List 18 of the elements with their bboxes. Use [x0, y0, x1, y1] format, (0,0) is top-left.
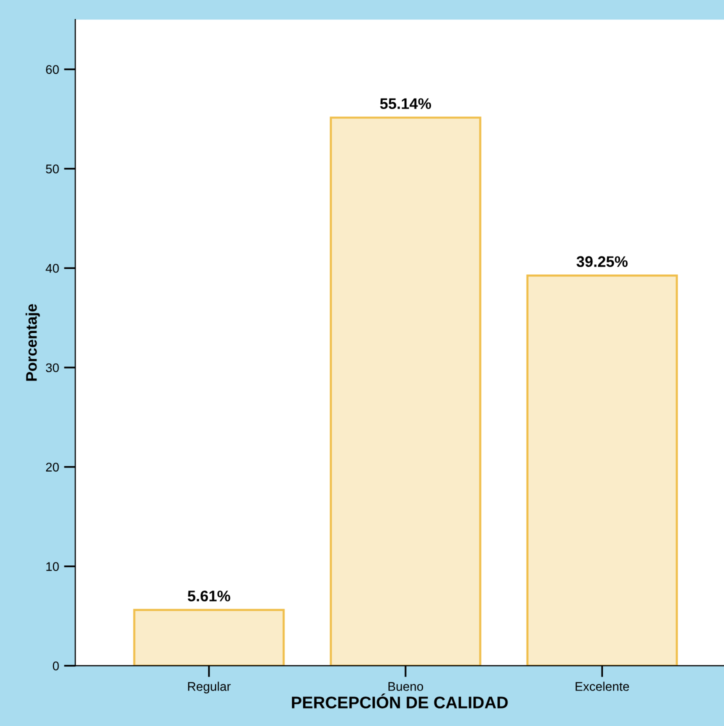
- x-tick-label: Bueno: [388, 682, 424, 691]
- y-tick-label: 60: [46, 65, 59, 74]
- y-tick-label: 20: [46, 462, 59, 472]
- data-label: 39.25%: [576, 256, 628, 268]
- data-label: 55.14%: [380, 98, 432, 110]
- y-tick-label: 0: [52, 662, 59, 670]
- data-label: 5.61%: [188, 590, 230, 602]
- y-tick-label: 10: [46, 562, 59, 571]
- y-tick-label: 40: [46, 264, 59, 273]
- x-tick-label: Regular: [188, 682, 231, 694]
- y-tick-label: 30: [46, 363, 59, 372]
- bar: [330, 116, 482, 666]
- bar: [526, 274, 678, 666]
- y-axis-title: Porcentaje: [26, 304, 40, 381]
- x-axis-title: PERCEPCIÓN DE CALIDAD: [292, 693, 508, 708]
- x-tick-label: Excelente: [576, 682, 630, 691]
- y-tick-label: 50: [46, 164, 59, 174]
- bar: [133, 608, 285, 666]
